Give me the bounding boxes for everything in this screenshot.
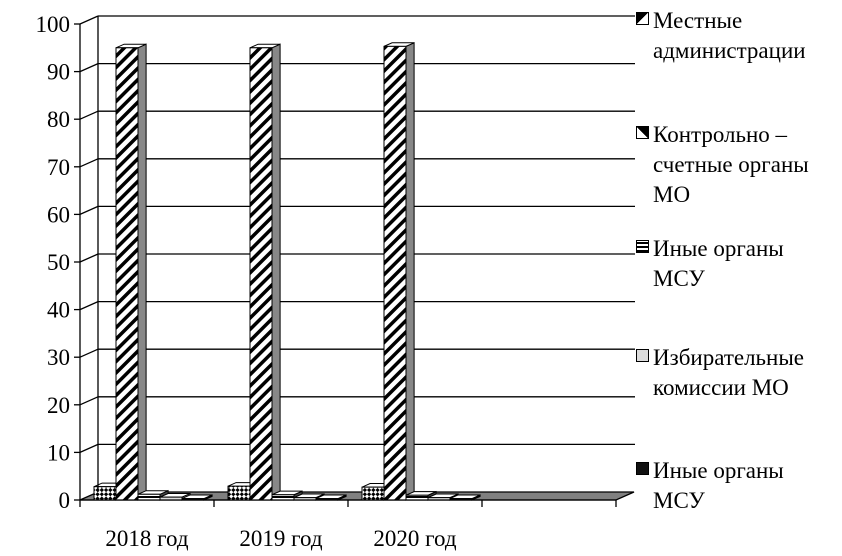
bar-front-2-0: [361, 486, 385, 501]
legend-swatch-3: [636, 240, 649, 253]
legend-swatch-2: [636, 126, 649, 139]
bar-front-0-0: [93, 486, 117, 501]
legend-item-5: Иные органы МСУ: [636, 456, 839, 516]
legend-item-3: Иные органы МСУ: [636, 234, 839, 294]
gridline-side-5: [79, 253, 99, 263]
bar-1-1: [249, 43, 281, 501]
y-tick-label-5: 50: [47, 250, 70, 275]
gridline-side-7: [79, 158, 99, 168]
bar-front-2-1: [383, 45, 407, 501]
legend-swatch-5: [636, 462, 649, 475]
gridline-side-4: [79, 301, 99, 311]
bar-2-1: [383, 42, 415, 501]
gridline-side-2: [79, 396, 99, 406]
legend-label-3: Иные органы МСУ: [653, 236, 784, 291]
chart-legend: Местные администрации Контрольно – счетн…: [636, 0, 842, 551]
legend-label-4: Избирательные комиссии МО: [653, 345, 805, 400]
bar-front-1-2: [271, 494, 295, 501]
legend-swatch-1: [636, 12, 649, 25]
y-tick-label-10: 100: [36, 12, 71, 37]
bar-front-2-2: [405, 494, 429, 501]
y-tick-label-7: 70: [47, 155, 70, 180]
legend-label-5: Иные органы МСУ: [653, 458, 784, 513]
gridline-side-3: [79, 348, 99, 358]
x-tick-label-1: 2019 год: [239, 526, 322, 551]
gridline-side-10: [79, 15, 99, 25]
bar-side-0-1: [137, 43, 147, 501]
bar-0-4: [181, 494, 213, 501]
y-tick-label-3: 30: [47, 345, 70, 370]
legend-item-4: Избирательные комиссии МО: [636, 343, 839, 403]
y-tick-label-1: 10: [47, 440, 70, 465]
gridline-side-6: [79, 205, 99, 215]
y-tick-label-9: 90: [47, 60, 70, 85]
bar-0-1: [115, 43, 147, 501]
y-tick-label-8: 80: [47, 107, 70, 132]
gridline-side-8: [79, 110, 99, 120]
bar-side-1-1: [271, 43, 281, 501]
x-tick-label-0: 2018 год: [105, 526, 188, 551]
legend-item-2: Контрольно – счетные органы МО: [636, 120, 839, 210]
y-tick-label-4: 40: [47, 298, 70, 323]
bar-front-0-2: [137, 493, 161, 501]
y-tick-label-2: 20: [47, 393, 70, 418]
bar-front-0-1: [115, 47, 139, 501]
x-tick-label-2: 2020 год: [373, 526, 456, 551]
gridline-side-9: [79, 63, 99, 73]
bar-1-4: [315, 494, 347, 501]
y-tick-label-6: 60: [47, 202, 70, 227]
bar-front-1-0: [227, 485, 251, 501]
legend-label-2: Контрольно – счетные органы МО: [653, 122, 809, 207]
legend-swatch-4: [636, 349, 649, 362]
gridline-side-1: [79, 443, 99, 453]
y-tick-label-0: 0: [59, 488, 71, 513]
bar-side-2-1: [405, 42, 415, 501]
legend-item-1: Местные администрации: [636, 6, 839, 66]
legend-label-1: Местные администрации: [653, 8, 806, 63]
bar-front-1-1: [249, 47, 273, 501]
